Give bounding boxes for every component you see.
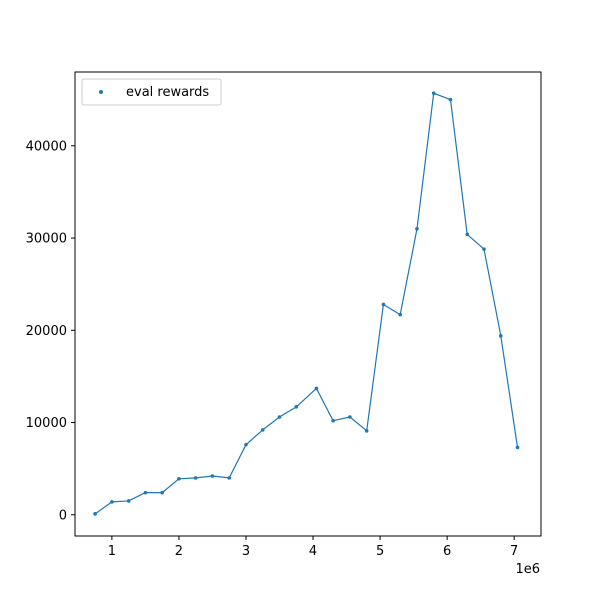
legend-box [81, 78, 222, 106]
data-point [348, 415, 352, 419]
data-point [93, 512, 97, 516]
y-tick-label: 20000 [26, 324, 67, 339]
data-point [110, 500, 114, 504]
x-tick-label: 4 [309, 544, 317, 559]
data-point [381, 302, 386, 307]
data-point [210, 474, 215, 478]
y-tick-label: 40000 [26, 139, 67, 154]
data-point [260, 428, 265, 432]
data-point [227, 476, 232, 480]
data-point [515, 445, 520, 450]
legend-marker [99, 90, 103, 94]
data-point [465, 232, 470, 237]
data-point [331, 418, 335, 423]
data-point [431, 91, 436, 96]
x-tick-label: 7 [510, 544, 518, 559]
legend-label: eval rewards [126, 85, 209, 100]
series-line [94, 92, 519, 515]
data-point [498, 334, 503, 338]
data-point [277, 415, 282, 419]
x-tick-label: 3 [242, 544, 250, 559]
x-tick-label: 2 [175, 544, 183, 559]
data-point [193, 476, 198, 480]
data-point [398, 312, 402, 317]
x-tick-label: 5 [376, 544, 384, 559]
x-offset-label: 1e6 [515, 562, 540, 577]
data-point [244, 442, 248, 447]
data-point [143, 490, 148, 495]
data-point [177, 477, 181, 481]
x-axis: 1 2 3 4 5 6 7 [108, 536, 518, 559]
y-tick-label: 10000 [26, 416, 67, 431]
x-tick-label: 1 [108, 544, 116, 559]
legend: eval rewards [81, 78, 222, 106]
data-point [415, 227, 419, 231]
plot-area [74, 71, 542, 537]
y-tick-label: 0 [59, 508, 67, 523]
data-point [482, 247, 486, 251]
data-point [294, 405, 299, 409]
y-axis: 0 10000 20000 30000 40000 [26, 139, 75, 523]
y-tick-label: 30000 [26, 232, 67, 247]
data-point [448, 97, 453, 102]
series-layer [93, 91, 520, 516]
x-tick-label: 6 [443, 544, 451, 559]
data-point [314, 386, 319, 391]
data-point [126, 499, 131, 503]
data-point [160, 490, 164, 495]
data-point [364, 429, 369, 433]
